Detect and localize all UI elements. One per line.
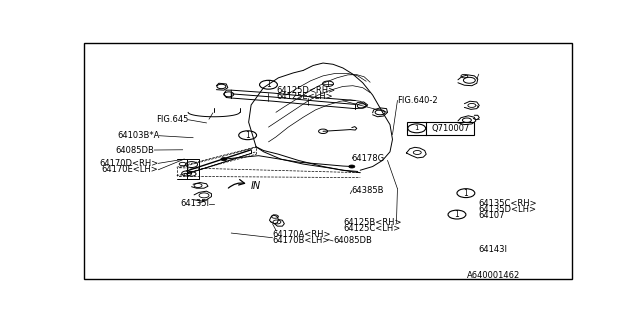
Text: IN: IN [251,181,261,191]
Text: 64135C<RH>: 64135C<RH> [479,199,538,209]
Text: 1: 1 [245,131,250,140]
Text: 64103B*A: 64103B*A [117,131,159,140]
Text: 64170A<RH>: 64170A<RH> [273,230,331,239]
Text: 64178G: 64178G [352,154,385,163]
Bar [408,122,474,135]
Text: 64385B: 64385B [352,186,384,195]
Circle shape [221,158,227,161]
Text: FIG.640-2: FIG.640-2 [397,96,438,105]
Text: 64107: 64107 [479,211,506,220]
Text: 1: 1 [415,125,419,131]
Text: 64125E<LH>: 64125E<LH> [276,92,333,101]
Text: 64085DB: 64085DB [116,146,154,155]
Text: 1: 1 [454,210,460,219]
Text: FIG.645: FIG.645 [156,115,188,124]
Text: 64170E<LH>: 64170E<LH> [102,165,158,174]
Text: 64135D<LH>: 64135D<LH> [479,205,537,214]
Text: A640001462: A640001462 [467,271,520,280]
Text: Q710007: Q710007 [431,124,469,133]
Text: 64135I: 64135I [180,199,209,209]
Text: 64125C<LH>: 64125C<LH> [343,224,400,233]
Text: 64125B<RH>: 64125B<RH> [343,218,401,227]
Text: 1: 1 [266,80,271,89]
Text: 64170D<RH>: 64170D<RH> [99,159,158,168]
Circle shape [349,165,355,168]
Text: 64143I: 64143I [479,244,508,253]
Text: 64125D<RH>: 64125D<RH> [276,86,335,95]
Text: 1: 1 [463,188,468,198]
Text: 64170B<LH>: 64170B<LH> [273,236,330,245]
Text: 64085DB: 64085DB [333,236,372,245]
